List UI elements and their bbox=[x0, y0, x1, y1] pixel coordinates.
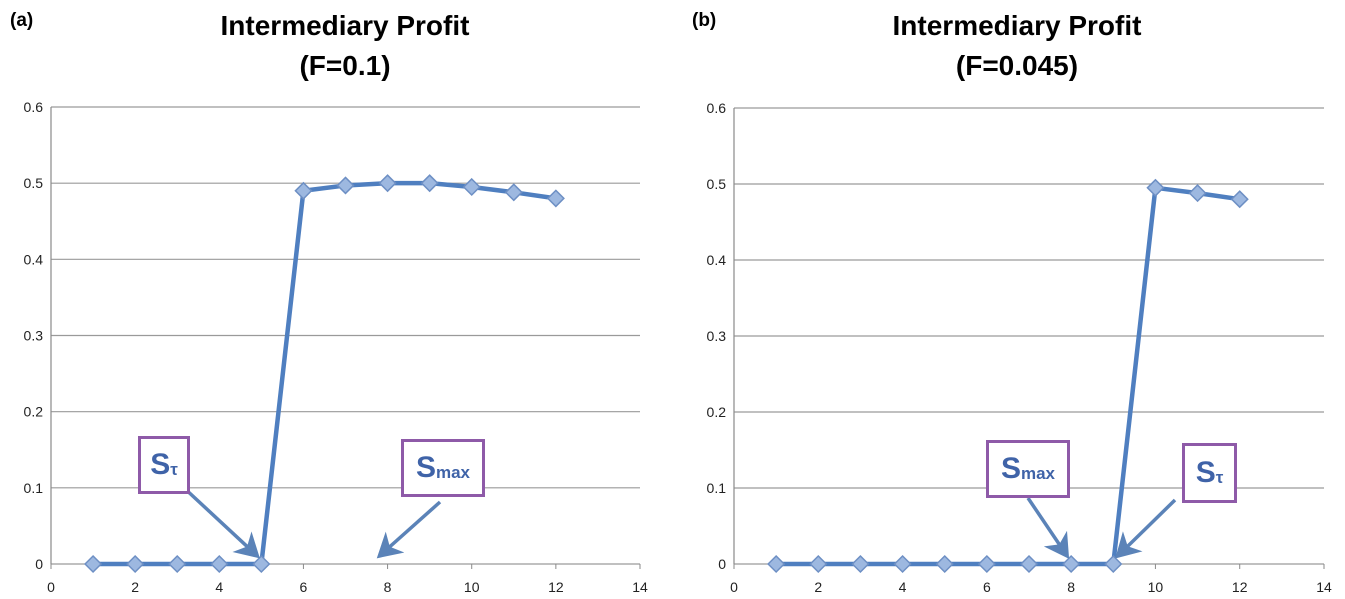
x-tick-label: 2 bbox=[814, 579, 822, 595]
data-point bbox=[809, 554, 828, 574]
y-tick-label: 0.1 bbox=[707, 480, 727, 496]
data-point bbox=[504, 183, 523, 202]
x-tick-label: 10 bbox=[464, 579, 480, 595]
annotation-sub: τ bbox=[1215, 468, 1224, 487]
y-tick-label: 0.6 bbox=[707, 100, 727, 116]
chart-panel-b: (b) Intermediary Profit (F=0.045) 0 0.1 0.… bbox=[672, 0, 1345, 599]
series-line bbox=[93, 180, 557, 567]
panel-label: (a) bbox=[10, 10, 34, 31]
data-point bbox=[210, 554, 229, 574]
data-point bbox=[893, 554, 912, 574]
y-tick-label: 0.2 bbox=[24, 404, 44, 420]
annotation-arrow bbox=[1115, 498, 1177, 559]
x-tick-label: 2 bbox=[131, 579, 139, 595]
x-tick-label: 14 bbox=[632, 579, 648, 595]
data-point bbox=[420, 174, 439, 193]
plot-area: 0 0.1 0.2 0.3 0.4 0.5 0.6 0 2 4 6 8 10 12 14 bbox=[24, 99, 648, 595]
y-tick-label: 0.4 bbox=[24, 251, 44, 267]
annotation-main: S bbox=[150, 448, 171, 481]
data-point bbox=[84, 554, 103, 574]
x-tick-label: 4 bbox=[215, 579, 223, 595]
data-point bbox=[767, 554, 786, 574]
data-point bbox=[1019, 554, 1039, 574]
x-tick-label: 12 bbox=[548, 579, 564, 595]
chart-title-line-1: Intermediary Profit bbox=[892, 10, 1142, 41]
chart-title-line-2: (F=0.045) bbox=[955, 50, 1079, 81]
annotation-arrow bbox=[1026, 497, 1070, 559]
x-tick-label: 12 bbox=[1232, 579, 1248, 595]
y-tick-label: 0 bbox=[718, 556, 726, 572]
y-tick-label: 0.3 bbox=[24, 328, 44, 344]
x-tick-label: 4 bbox=[899, 579, 907, 595]
annotation-arrow bbox=[180, 484, 260, 559]
data-point bbox=[168, 554, 187, 574]
annotation-main: S bbox=[415, 451, 436, 484]
annotation-sub: max bbox=[435, 463, 471, 482]
x-tick-label: 0 bbox=[47, 579, 55, 595]
data-point bbox=[1062, 554, 1081, 574]
x-tick-label: 8 bbox=[1067, 579, 1075, 595]
data-point bbox=[252, 554, 271, 574]
y-tick-label: 0.4 bbox=[707, 252, 727, 268]
y-tick-label: 0.6 bbox=[24, 99, 44, 115]
data-point bbox=[935, 554, 954, 574]
y-tick-label: 0.5 bbox=[24, 175, 44, 191]
annotation-sub: max bbox=[1020, 464, 1056, 483]
data-point bbox=[1230, 190, 1249, 209]
y-tick-label: 0 bbox=[35, 556, 43, 572]
chart-title: Intermediary Profit (F=0.1) bbox=[130, 6, 560, 86]
data-point bbox=[1146, 178, 1165, 197]
x-tick-label: 6 bbox=[983, 579, 991, 595]
data-point bbox=[126, 554, 145, 574]
annotation-arrow bbox=[376, 500, 442, 559]
x-tick-label: 14 bbox=[1316, 579, 1332, 595]
data-point bbox=[336, 176, 355, 195]
data-point bbox=[977, 554, 996, 574]
data-point bbox=[1188, 184, 1207, 203]
data-point bbox=[546, 189, 565, 208]
panel-label: (b) bbox=[692, 10, 717, 31]
data-point bbox=[1104, 554, 1123, 574]
annotation-main: S bbox=[1195, 456, 1216, 489]
y-tick-label: 0.3 bbox=[707, 328, 727, 344]
series-line bbox=[776, 185, 1241, 567]
y-tick-label: 0.5 bbox=[707, 176, 727, 192]
x-tick-label: 10 bbox=[1148, 579, 1164, 595]
chart-title-line-1: Intermediary Profit bbox=[220, 10, 470, 41]
y-tick-label: 0.2 bbox=[707, 404, 727, 420]
data-point bbox=[294, 181, 313, 200]
annotation-main: S bbox=[1000, 452, 1021, 485]
annotation-sub: τ bbox=[170, 460, 178, 479]
y-tick-label: 0.1 bbox=[24, 480, 44, 496]
x-tick-label: 0 bbox=[730, 579, 738, 595]
data-point bbox=[462, 177, 481, 197]
data-point bbox=[378, 174, 397, 193]
plot-area: 0 0.1 0.2 0.3 0.4 0.5 0.6 0 2 4 6 8 10 12 14 bbox=[707, 100, 1332, 595]
chart-title: Intermediary Profit (F=0.045) bbox=[817, 6, 1217, 86]
chart-panel-a: (a) Intermediary Profit (F=0.1) 0 0.1 0.2 0… bbox=[0, 0, 672, 599]
data-point bbox=[851, 554, 870, 574]
chart-title-line-2: (F=0.1) bbox=[299, 50, 391, 81]
x-tick-label: 8 bbox=[384, 579, 392, 595]
x-tick-label: 6 bbox=[300, 579, 308, 595]
